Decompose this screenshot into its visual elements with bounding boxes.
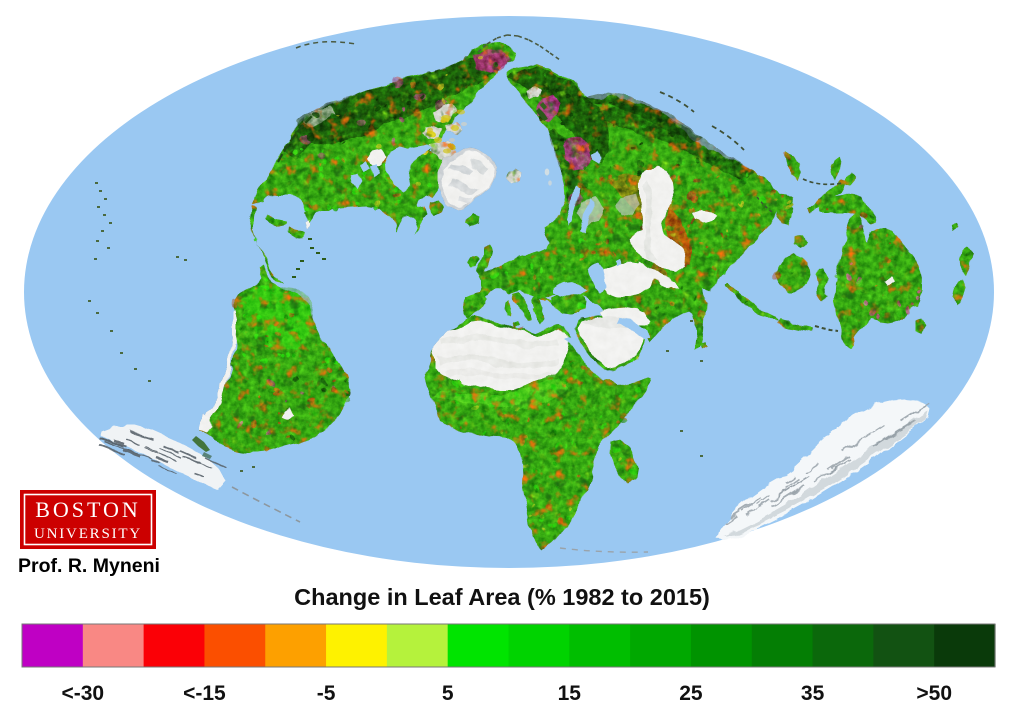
- svg-text:35: 35: [801, 682, 825, 705]
- svg-text:>50: >50: [916, 682, 952, 705]
- svg-text:<-30: <-30: [61, 682, 104, 705]
- svg-text:5: 5: [442, 682, 454, 705]
- svg-text:UNIVERSITY: UNIVERSITY: [34, 526, 142, 542]
- svg-text:BOSTON: BOSTON: [35, 497, 141, 522]
- svg-text:Prof. R. Myneni: Prof. R. Myneni: [18, 555, 160, 577]
- svg-text:<-15: <-15: [183, 682, 226, 705]
- svg-text:-5: -5: [317, 682, 336, 705]
- svg-text:15: 15: [558, 682, 582, 705]
- svg-text:Change in Leaf Area (% 1982 to: Change in Leaf Area (% 1982 to 2015): [294, 584, 710, 610]
- svg-text:25: 25: [679, 682, 703, 705]
